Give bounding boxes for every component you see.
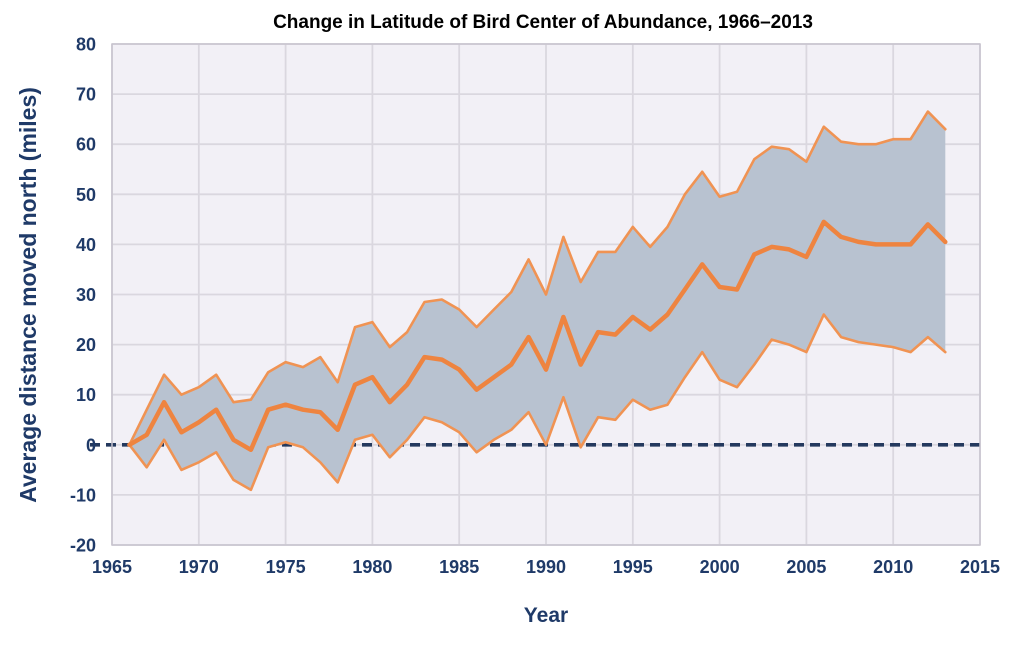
y-tick-label: 0 (86, 435, 96, 455)
y-tick-label: 50 (76, 185, 96, 205)
x-tick-label: 2010 (873, 557, 913, 577)
lower-bound-line (128, 313, 947, 492)
chart-title: Change in Latitude of Bird Center of Abu… (273, 12, 813, 33)
x-tick-label: 1970 (179, 557, 219, 577)
plot-border (111, 43, 981, 546)
y-tick-labels: -20 -10 0 10 20 30 40 50 60 70 80 (70, 35, 96, 556)
x-axis-title: Year (524, 604, 568, 627)
band-edges (128, 110, 947, 492)
x-tick-label: 2005 (786, 557, 826, 577)
y-tick-label: 80 (76, 35, 96, 55)
y-tick-label: 40 (76, 235, 96, 255)
x-tick-labels: 1965 1970 1975 1980 1985 1990 1995 2000 2005 2010… (92, 557, 1000, 577)
center-line (127, 219, 948, 453)
x-tick-label: 1985 (439, 557, 479, 577)
y-axis-title: Average distance moved north (miles) (15, 87, 41, 503)
x-tick-label: 1965 (92, 557, 132, 577)
y-tick-label: 30 (76, 285, 96, 305)
x-tick-label: 1990 (526, 557, 566, 577)
confidence-band (129, 111, 946, 490)
x-tick-label: 2000 (700, 557, 740, 577)
y-tick-label: 20 (76, 335, 96, 355)
y-tick-label: 70 (76, 85, 96, 105)
x-tick-label: 1995 (613, 557, 653, 577)
y-tick-label: 10 (76, 385, 96, 405)
x-tick-label: 1980 (352, 557, 392, 577)
average-line (127, 219, 948, 453)
confidence-band-area (129, 111, 946, 490)
x-tick-label: 2015 (960, 557, 1000, 577)
x-tick-label: 1975 (266, 557, 306, 577)
y-tick-label: -20 (70, 536, 96, 556)
upper-bound-line (128, 110, 947, 447)
y-tick-label: 60 (76, 135, 96, 155)
y-tick-label: -10 (70, 485, 96, 505)
plot-border-rect (111, 43, 981, 546)
